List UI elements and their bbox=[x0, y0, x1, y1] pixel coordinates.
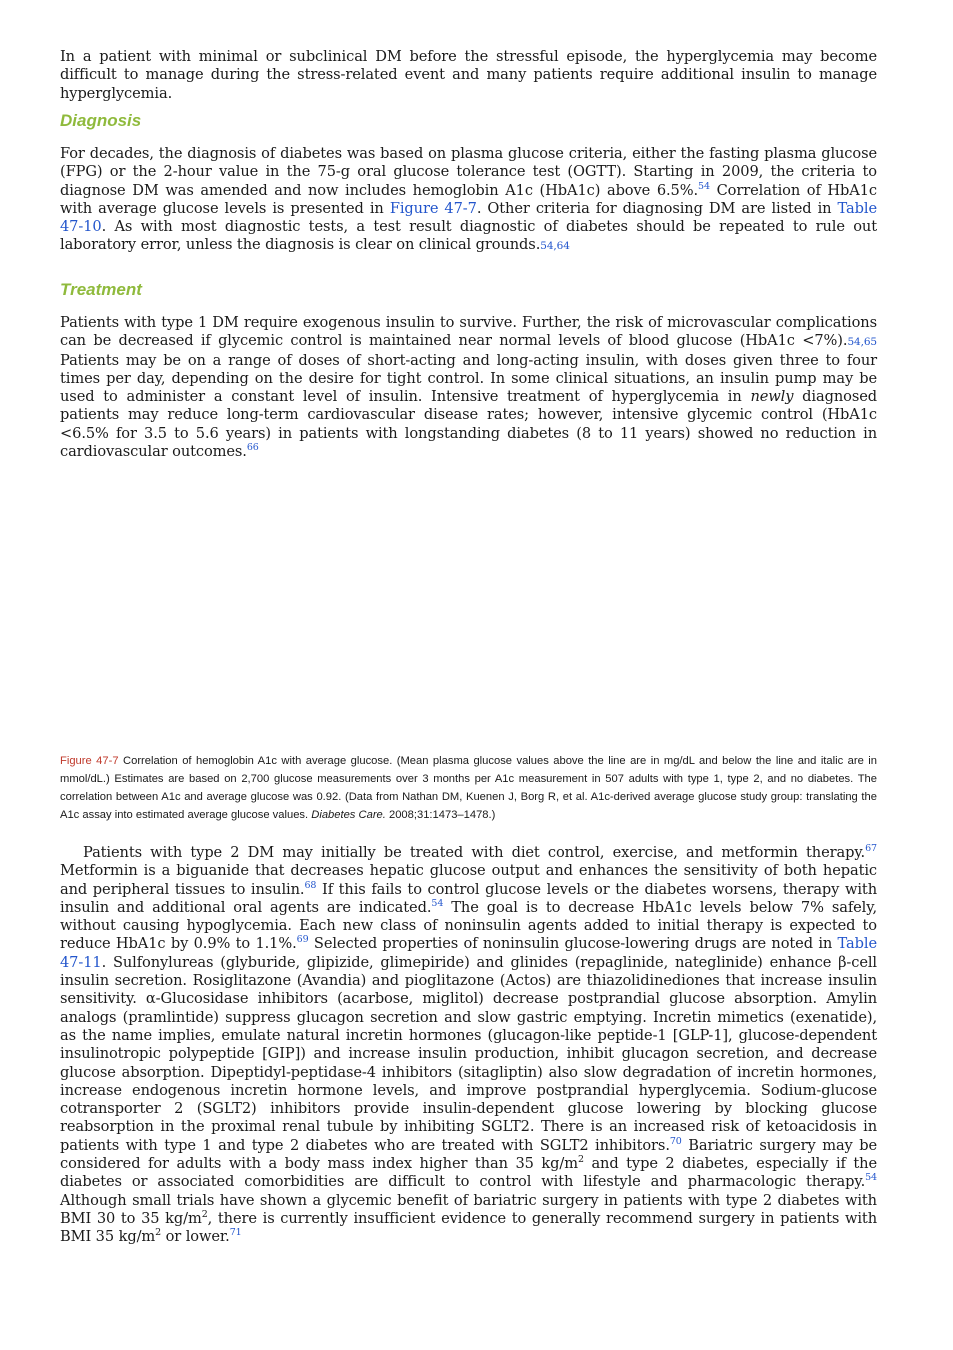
figure-caption-text-b: 2008;31:1473–1478.) bbox=[385, 809, 496, 821]
treatment-text-b: Patients may be on a range of doses of s… bbox=[60, 351, 877, 406]
figure-caption: Figure 47-7 Correlation of hemoglobin A1… bbox=[60, 752, 877, 824]
citation-70[interactable]: 70 bbox=[669, 1135, 682, 1147]
citation-54[interactable]: 54 bbox=[865, 1172, 877, 1184]
table-47-10-link[interactable]: Table 47-10 bbox=[60, 199, 877, 236]
citation-69[interactable]: 69 bbox=[296, 934, 309, 946]
type2-text-2: Metformin is a biguanide that decreases … bbox=[60, 862, 877, 898]
citation-67[interactable]: 67 bbox=[865, 843, 877, 855]
superscript-squared: 2 bbox=[577, 1154, 584, 1166]
citation-54-64[interactable]: 54,64 bbox=[540, 240, 570, 253]
treatment-heading: Treatment bbox=[60, 280, 142, 299]
citation-68[interactable]: 68 bbox=[304, 879, 317, 891]
type2-text-7: Bariatric surgery may be considered for … bbox=[60, 1136, 877, 1173]
emphasis-newly: newly bbox=[750, 388, 794, 406]
figure-47-7-image-area bbox=[60, 452, 877, 742]
diagnosis-text-c: . Other criteria for diagnosing DM are l… bbox=[476, 199, 838, 217]
type2-text-5: Selected properties of noninsulin glucos… bbox=[308, 935, 838, 953]
diagnosis-paragraph: For decades, the diagnosis of diabetes w… bbox=[60, 145, 877, 256]
treatment-paragraph: Patients with type 1 DM require exogenou… bbox=[60, 314, 877, 461]
type2-text-4: The goal is to decrease HbA1c levels bel… bbox=[60, 898, 877, 953]
diagnosis-text-b: Correlation of HbA1c with average glucos… bbox=[60, 181, 877, 217]
citation-66[interactable]: 66 bbox=[246, 442, 259, 454]
figure-caption-journal: Diabetes Care. bbox=[311, 809, 386, 821]
superscript-squared: 2 bbox=[155, 1227, 162, 1239]
diagnosis-heading: Diagnosis bbox=[60, 111, 142, 130]
figure-47-7-link[interactable]: Figure 47-7 bbox=[389, 199, 477, 217]
table-47-11-link[interactable]: Table 47-11 bbox=[60, 935, 877, 971]
type2-text-11: or lower. bbox=[161, 1228, 230, 1246]
diagnosis-text-a: For decades, the diagnosis of diabetes w… bbox=[60, 145, 877, 199]
type2-text-9: Although small trials have shown a glyce… bbox=[60, 1191, 877, 1227]
figure-caption-text-a: Correlation of hemoglobin A1c with avera… bbox=[60, 755, 877, 821]
intro-paragraph: In a patient with minimal or subclinical… bbox=[60, 48, 877, 102]
type2-paragraph: Patients with type 2 DM may initially be… bbox=[60, 844, 877, 1247]
type2-text-8: and type 2 diabetes, especially if the d… bbox=[60, 1155, 877, 1191]
citation-54-65[interactable]: 54,65 bbox=[847, 336, 877, 349]
type2-text-1: Patients with type 2 DM may initially be… bbox=[83, 844, 866, 861]
figure-caption-label: Figure 47-7 bbox=[60, 755, 119, 767]
citation-54[interactable]: 54 bbox=[431, 898, 444, 910]
treatment-text-c: diagnosed patients may reduce long-term … bbox=[60, 388, 877, 461]
diagnosis-text-d: . As with most diagnostic tests, a test … bbox=[60, 218, 877, 254]
treatment-text-a: Patients with type 1 DM require exogenou… bbox=[60, 314, 877, 350]
type2-text-3: If this fails to control glucose levels … bbox=[60, 880, 877, 916]
citation-71[interactable]: 71 bbox=[229, 1227, 242, 1239]
type2-text-6: . Sulfonylureas (glyburide, glipizide, g… bbox=[60, 953, 877, 1154]
superscript-squared: 2 bbox=[201, 1209, 208, 1221]
citation-54[interactable]: 54 bbox=[698, 180, 710, 192]
type2-text-10: , there is currently insufficient eviden… bbox=[60, 1209, 877, 1246]
